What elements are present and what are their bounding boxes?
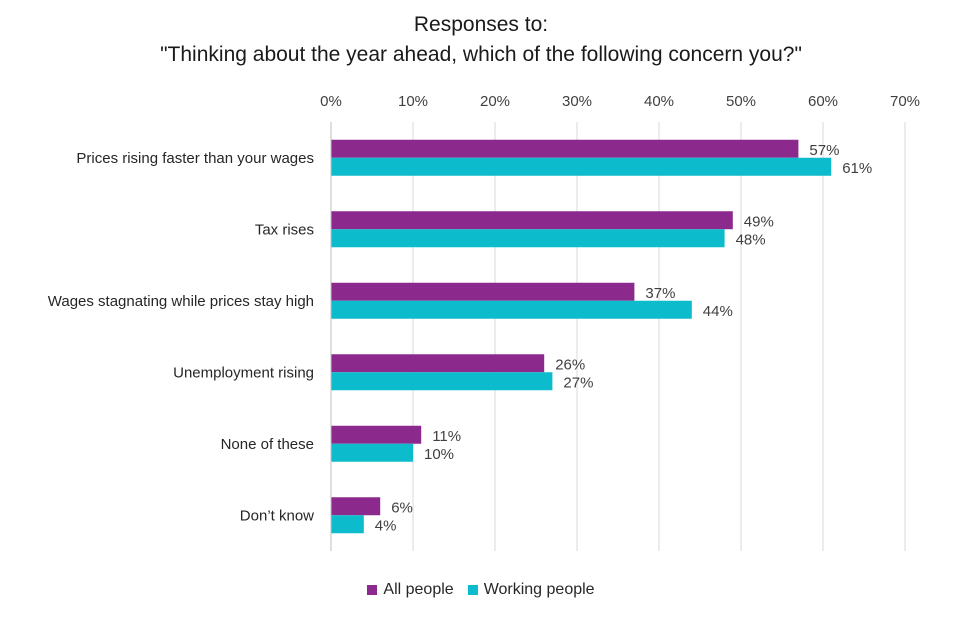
x-axis-ticks: 0% 10% 20% 30% 40% 50% 60% 70% — [320, 93, 920, 110]
chart-title-line-2: "Thinking about the year ahead, which of… — [160, 43, 802, 66]
legend-item-all-people: All people — [367, 581, 454, 599]
data-labels: 57%61% 49%48% 37% 44% 26%27% 11%10% 6%4% — [375, 142, 872, 535]
x-tick-label: 40% — [644, 93, 674, 110]
legend-label-all-people: All people — [383, 581, 454, 598]
data-label-all-people: 49% — [744, 213, 774, 230]
data-label-all-people: 11% — [432, 428, 461, 445]
data-label-all-people: 57% — [809, 142, 839, 159]
category-label: Don’t know — [240, 507, 314, 524]
bar-working-people — [331, 157, 832, 176]
x-tick-label: 60% — [808, 93, 838, 110]
bars — [331, 139, 832, 534]
category-label: Unemployment rising — [173, 364, 314, 381]
x-tick-label: 0% — [320, 93, 342, 110]
chart-title-line-1: Responses to: — [413, 13, 549, 36]
data-label-working-people: 27% — [563, 374, 593, 391]
bar-all-people — [331, 497, 381, 516]
category-label: Tax rises — [255, 221, 314, 238]
x-tick-label: 70% — [890, 93, 920, 110]
bar-working-people — [331, 372, 553, 391]
x-tick-label: 20% — [480, 93, 510, 110]
data-label-working-people: 44% — [703, 303, 733, 320]
bar-all-people — [331, 425, 422, 444]
x-tick-label: 30% — [562, 93, 592, 110]
x-tick-label: 10% — [398, 93, 428, 110]
bar-working-people — [331, 300, 692, 319]
bar-working-people — [331, 443, 413, 462]
bar-working-people — [331, 515, 364, 534]
data-label-all-people: 26% — [555, 356, 585, 373]
data-label-all-people: 37% — [645, 285, 675, 302]
bar-all-people — [331, 139, 799, 158]
data-label-working-people: 48% — [736, 231, 766, 248]
data-label-all-people: 6% — [391, 499, 413, 516]
bar-working-people — [331, 229, 725, 248]
legend: All people Working people — [0, 581, 962, 599]
data-label-working-people: 10% — [424, 446, 454, 463]
bar-chart: 0% 10% 20% 30% 40% 50% 60% 70% Prices rising fa… — [48, 93, 920, 551]
bar-all-people — [331, 282, 635, 301]
category-labels: Prices rising faster than your wages Tax … — [48, 150, 314, 525]
data-label-working-people: 4% — [375, 517, 397, 534]
legend-item-working-people: Working people — [467, 581, 595, 599]
category-label: None of these — [221, 436, 314, 453]
bar-all-people — [331, 211, 733, 230]
category-label: Prices rising faster than your wages — [76, 150, 314, 167]
category-label: Wages stagnating while prices stay high — [48, 293, 314, 310]
legend-swatch-all-people — [367, 585, 378, 595]
data-label-working-people: 61% — [842, 160, 872, 177]
chart-title: Responses to: "Thinking about the year a… — [0, 10, 962, 70]
legend-label-working-people: Working people — [483, 581, 595, 598]
legend-swatch-working-people — [467, 585, 478, 595]
bar-all-people — [331, 354, 545, 373]
x-tick-label: 50% — [726, 93, 756, 110]
gridlines — [412, 122, 906, 551]
